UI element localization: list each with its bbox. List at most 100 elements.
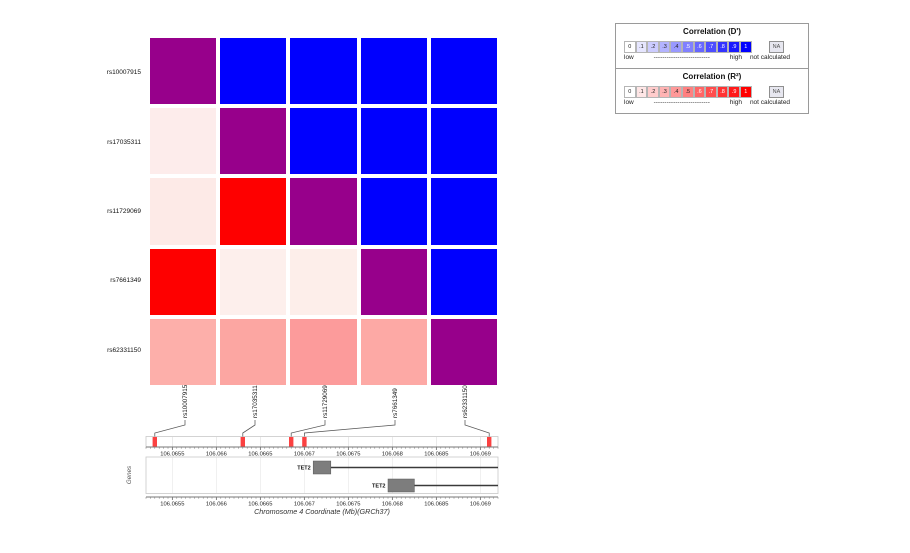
heatmap-row-label: rs10007915	[106, 69, 141, 77]
heatmap-row-label: rs11729069	[107, 208, 141, 216]
axis-tick-label: 106.066	[206, 452, 227, 458]
heatmap-grid	[150, 38, 497, 385]
heatmap-cell-rs7661349-rs10007915[interactable]	[150, 248, 217, 315]
legend-scale-step: .3	[658, 41, 671, 53]
heatmap-row-label: rs62331150	[107, 346, 141, 354]
axis-tick-label: 106.069	[470, 452, 491, 458]
legend-scale-step: .1	[635, 86, 648, 98]
legend-scale-step: .7	[705, 86, 717, 98]
legend-scale-step: .6	[693, 41, 706, 53]
gene-exon-box[interactable]	[387, 478, 415, 493]
heatmap-cell-rs17035311-rs11729069[interactable]	[290, 108, 357, 175]
heatmap-cell-rs17035311-rs17035311[interactable]	[220, 108, 287, 175]
heatmap-cell-rs7661349-rs7661349[interactable]	[360, 248, 427, 315]
heatmap-cell-rs7661349-rs17035311[interactable]	[220, 248, 287, 315]
legend-dprime: Correlation (D') 0.1.2.3.4.5.6.7.8.9 1 lo…	[616, 24, 808, 68]
heatmap-cell-rs11729069-rs17035311[interactable]	[220, 178, 287, 245]
genes-track-label: Genes	[126, 466, 133, 484]
axis-tick-label: 106.0675	[336, 452, 360, 458]
snp-name-label: rs17035311	[252, 385, 259, 418]
snp-callout-line	[304, 420, 396, 437]
axis-tick-label: 106.0655	[160, 452, 184, 458]
legend-scale-step: 0	[624, 41, 636, 53]
heatmap-cell-rs11729069-rs7661349[interactable]	[360, 178, 427, 245]
axis-tick-label: 106.069	[470, 502, 491, 508]
heatmap-cell-rs7661349-rs11729069[interactable]	[290, 248, 357, 315]
axis-tick-label: 106.068	[382, 452, 403, 458]
axis-tick-label: 106.0665	[248, 452, 272, 458]
heatmap-cell-rs62331150-rs17035311[interactable]	[220, 318, 287, 385]
legend-scale-step: .8	[716, 86, 729, 98]
legend-scale-step: .3	[658, 86, 671, 98]
heatmap-cell-rs10007915-rs7661349[interactable]	[360, 38, 427, 105]
axis-tick-label: 106.0665	[248, 502, 272, 508]
x-axis-title: Chromosome 4 Coordinate (Mb)(GRCh37)	[254, 507, 390, 516]
axis-tick-label: 106.0685	[424, 452, 448, 458]
legend-scale-step: 0	[624, 86, 636, 98]
snp-callout-line	[154, 420, 186, 437]
legend-scale-step: .2	[647, 86, 659, 98]
snp-name-label: rs7661349	[392, 388, 399, 418]
correlation-legend: Correlation (D') 0.1.2.3.4.5.6.7.8.9 1 lo…	[615, 23, 809, 114]
legend-scale-step: 1	[739, 86, 752, 98]
gene-exon-box[interactable]	[312, 460, 332, 475]
heatmap-cell-rs10007915-rs11729069[interactable]	[290, 38, 357, 105]
axis-tick-label: 106.066	[206, 502, 227, 508]
heatmap-cell-rs62331150-rs7661349[interactable]	[360, 318, 427, 385]
snp-callout-line	[464, 420, 490, 437]
heatmap-cell-rs17035311-rs10007915[interactable]	[150, 108, 217, 175]
legend-r2: Correlation (R²) 0.1.2.3.4.5.6.7.8.9 1 lo…	[616, 68, 808, 113]
legend-r2-range: low -------------------------- high	[624, 99, 742, 106]
axis-tick-label: 106.067	[294, 502, 315, 508]
legend-scale-step: .2	[647, 41, 659, 53]
legend-dprime-na-text: not calculated	[749, 54, 791, 61]
heatmap-cell-rs62331150-rs62331150[interactable]	[430, 318, 497, 385]
legend-dashes: --------------------------	[653, 54, 710, 61]
snp-position-marker[interactable]	[487, 437, 492, 447]
snp-name-label: rs11729069	[322, 385, 329, 418]
legend-scale-step: .8	[716, 41, 729, 53]
heatmap-cell-rs11729069-rs10007915[interactable]	[150, 178, 217, 245]
legend-scale-step: .5	[681, 86, 694, 98]
snp-callout-line	[242, 420, 256, 437]
legend-dprime-scale: 0.1.2.3.4.5.6.7.8.9 1	[624, 41, 752, 53]
snp-position-marker[interactable]	[152, 437, 157, 447]
gene-label: TET2	[297, 466, 310, 472]
heatmap-cell-rs17035311-rs7661349[interactable]	[360, 108, 427, 175]
legend-dprime-na-box: NA	[769, 41, 784, 53]
legend-scale-step: .5	[681, 41, 694, 53]
legend-r2-na-box: NA	[769, 86, 784, 98]
heatmap-row-label: rs17035311	[107, 138, 141, 146]
snp-position-marker[interactable]	[302, 437, 307, 447]
heatmap-cell-rs10007915-rs62331150[interactable]	[430, 38, 497, 105]
legend-low-label: low	[624, 54, 634, 61]
legend-scale-step: .4	[670, 41, 682, 53]
legend-high-label: high	[729, 54, 742, 61]
heatmap-row-labels: rs10007915 rs17035311 rs11729069 rs7661349 r…	[85, 38, 145, 385]
legend-high-label: high	[729, 99, 742, 106]
heatmap-cell-rs11729069-rs11729069[interactable]	[290, 178, 357, 245]
legend-dprime-title: Correlation (D')	[683, 27, 741, 36]
legend-low-label: low	[624, 99, 634, 106]
legend-dashes: --------------------------	[653, 99, 710, 106]
snp-position-marker[interactable]	[240, 437, 245, 447]
heatmap-cell-rs11729069-rs62331150[interactable]	[430, 178, 497, 245]
snp-name-label: rs10007915	[182, 384, 189, 418]
snp-position-marker[interactable]	[289, 437, 294, 447]
legend-scale-step: .7	[705, 41, 717, 53]
heatmap-cell-rs7661349-rs62331150[interactable]	[430, 248, 497, 315]
heatmap-cell-rs10007915-rs17035311[interactable]	[220, 38, 287, 105]
heatmap-cell-rs17035311-rs62331150[interactable]	[430, 108, 497, 175]
legend-dprime-range: low -------------------------- high	[624, 54, 742, 61]
heatmap-cell-rs10007915-rs10007915[interactable]	[150, 38, 217, 105]
heatmap-cell-rs62331150-rs10007915[interactable]	[150, 318, 217, 385]
legend-scale-step: .4	[670, 86, 682, 98]
legend-scale-step: .1	[635, 41, 648, 53]
axis-tick-label: 106.0675	[336, 502, 360, 508]
legend-r2-na-text: not calculated	[749, 99, 791, 106]
axis-tick-label: 106.0655	[160, 502, 184, 508]
heatmap-cell-rs62331150-rs11729069[interactable]	[290, 318, 357, 385]
legend-r2-title: Correlation (R²)	[682, 72, 742, 81]
